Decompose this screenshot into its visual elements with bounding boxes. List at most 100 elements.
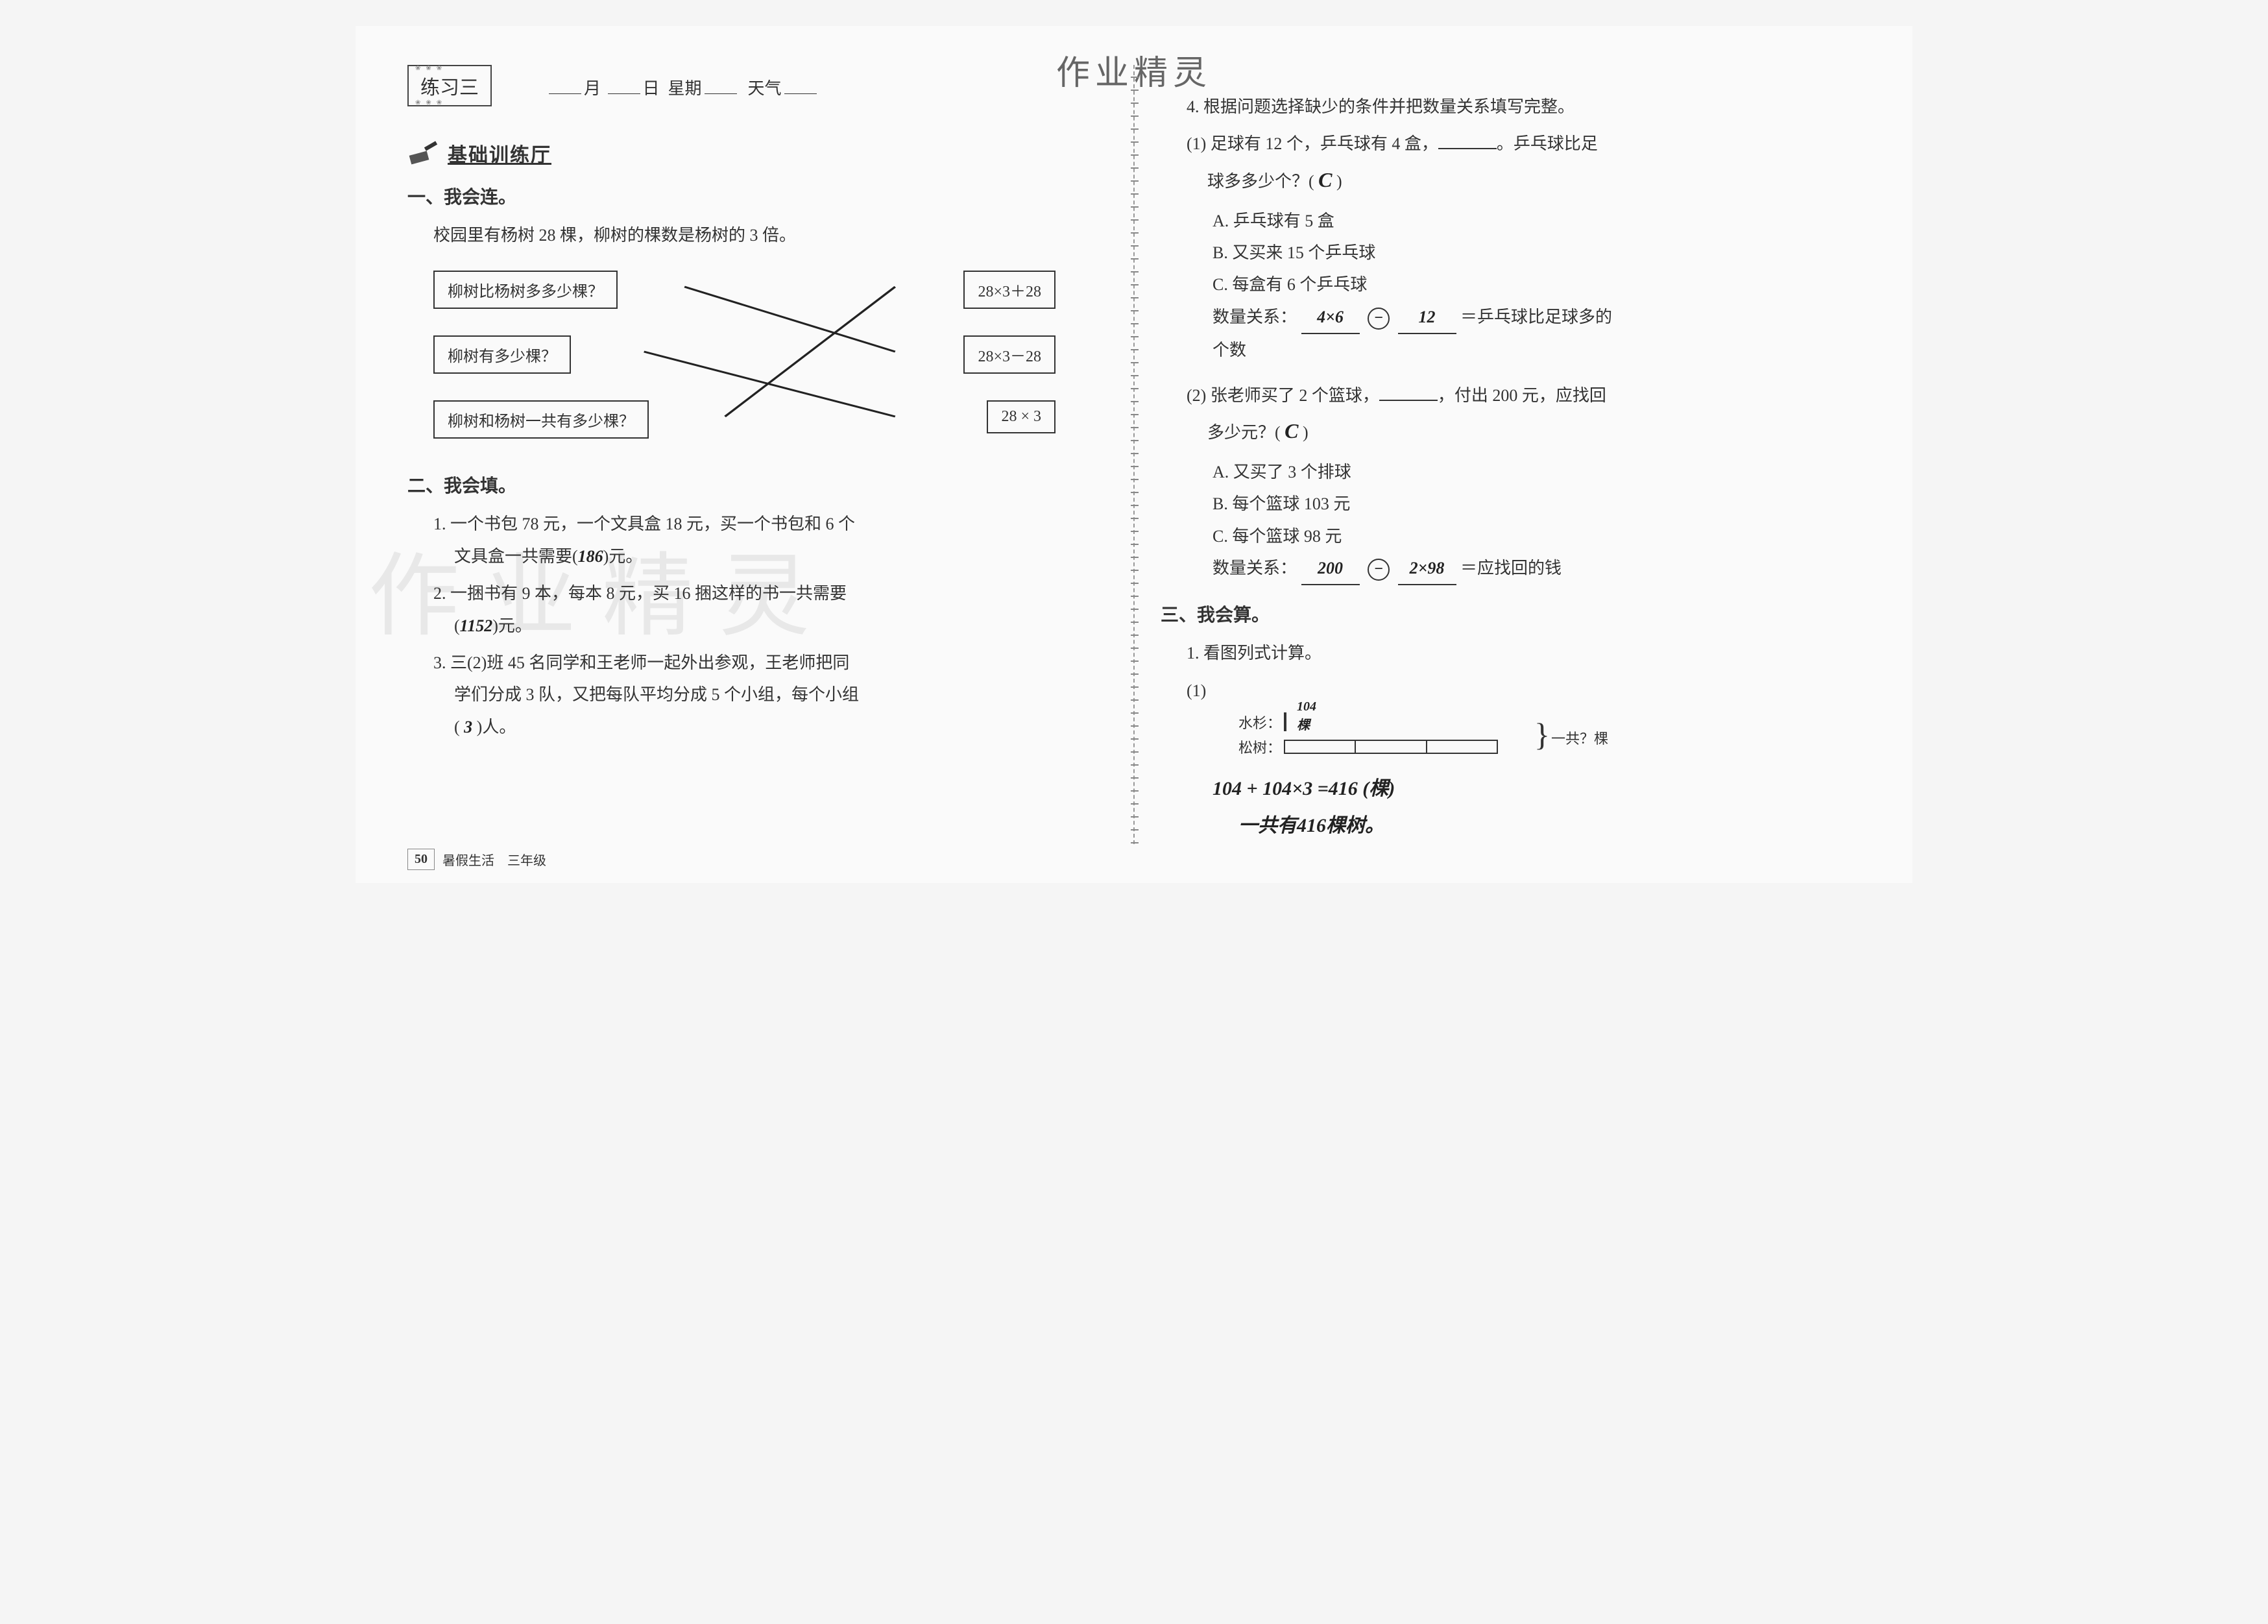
part2-title: 二、我会填。 bbox=[407, 472, 1107, 498]
q4-1-rel-b: 12 bbox=[1398, 301, 1456, 334]
q4-1-rel-label: 数量关系： bbox=[1212, 308, 1297, 326]
bar1 bbox=[1284, 712, 1286, 731]
column-divider bbox=[1133, 65, 1135, 844]
q4-title: 4. 根据问题选择缺少的条件并把数量关系填写完整。 bbox=[1187, 91, 1861, 123]
q2-3d: )人。 bbox=[477, 718, 516, 736]
q4-1-answer: C bbox=[1318, 168, 1332, 191]
part3-item-num: (1) bbox=[1187, 681, 1206, 700]
bar2-seg2 bbox=[1356, 741, 1427, 753]
page-number: 50 bbox=[407, 849, 435, 870]
q4-2-relation: 数量关系： 200 − 2×98 ＝应找回的钱 bbox=[1212, 552, 1861, 585]
exercise-number-box: 练习三 bbox=[407, 65, 492, 106]
q4-2-rel-op: − bbox=[1368, 559, 1390, 581]
match-q1: 柳树比杨树多多少棵？ bbox=[433, 271, 618, 309]
part3-item: (1) bbox=[1187, 675, 1861, 707]
q4-2-answer: C bbox=[1285, 419, 1298, 442]
q2-3c: ( bbox=[454, 718, 460, 736]
q2-3: 3. 三(2)班 45 名同学和王老师一起外出参观，王老师把同 学们分成 3 队… bbox=[433, 647, 1107, 743]
bar-diagram: 水杉： 104棵 松树： } 一共？棵 bbox=[1238, 712, 1563, 757]
bar-row-2: 松树： bbox=[1238, 736, 1563, 757]
bar2-seg1 bbox=[1285, 741, 1356, 753]
match-a2: 28×3－28 bbox=[963, 335, 1056, 374]
match-q2: 柳树有多少棵？ bbox=[433, 335, 571, 374]
date-fields: 月 日 星期 天气 bbox=[546, 75, 819, 99]
q4-2-optC: C. 每个篮球 98 元 bbox=[1212, 520, 1861, 552]
month-blank[interactable] bbox=[549, 79, 581, 94]
q2-1-answer: 186 bbox=[578, 547, 603, 566]
q4-2-rel-tail: ＝应找回的钱 bbox=[1460, 559, 1562, 577]
header-row: 练习三 月 日 星期 天气 bbox=[407, 65, 1107, 119]
bar2-seg3 bbox=[1427, 741, 1497, 753]
left-column: 练习三 月 日 星期 天气 基础训练厅 一、我会连。 校园里有杨树 28 棵，柳… bbox=[407, 65, 1107, 844]
right-column: 4. 根据问题选择缺少的条件并把数量关系填写完整。 (1) 足球有 12 个，乒… bbox=[1161, 65, 1861, 844]
bar2 bbox=[1284, 740, 1498, 754]
match-q3: 柳树和杨树一共有多少棵？ bbox=[433, 400, 649, 439]
q4-1-rel-tail: ＝乒乓球比足球多的 bbox=[1460, 308, 1612, 326]
q2-3b: 学们分成 3 队，又把每队平均分成 5 个小组，每个小组 bbox=[454, 685, 859, 704]
q4-2-blank[interactable] bbox=[1379, 400, 1438, 401]
q2-2b: ( bbox=[454, 616, 460, 635]
q2-1b: 文具盒一共需要( bbox=[454, 547, 578, 566]
weather-blank[interactable] bbox=[784, 79, 817, 94]
section-title: 基础训练厅 bbox=[448, 139, 551, 167]
q2-1: 1. 一个书包 78 元，一个文具盒 18 元，买一个书包和 6 个 文具盒一共… bbox=[433, 508, 1107, 572]
q4-2-rel-label: 数量关系： bbox=[1212, 559, 1297, 577]
q4-1-relation: 数量关系： 4×6 − 12 ＝乒乓球比足球多的 个数 bbox=[1212, 301, 1861, 367]
q2-3-answer: 3 bbox=[464, 718, 472, 736]
q2-2c: )元。 bbox=[492, 616, 532, 635]
q4-1-blank[interactable] bbox=[1438, 148, 1497, 149]
weather-label: 天气 bbox=[748, 79, 782, 98]
month-label: 月 bbox=[584, 79, 601, 98]
part3-work1: 104 + 104×3 =416 (棵) bbox=[1212, 770, 1861, 807]
day-blank[interactable] bbox=[608, 79, 640, 94]
q2-3a: 3. 三(2)班 45 名同学和王老师一起外出参观，王老师把同 bbox=[433, 653, 849, 672]
q2-2: 2. 一捆书有 9 本，每本 8 元，买 16 捆这样的书一共需要 (1152)… bbox=[433, 577, 1107, 642]
q4-1d: ) bbox=[1336, 172, 1342, 191]
q4-1a: (1) 足球有 12 个，乒乓球有 4 盒， bbox=[1187, 134, 1438, 153]
q4-1c: 球多多少个？( bbox=[1207, 172, 1314, 191]
q4-1b: 。乒乓球比足 bbox=[1497, 134, 1598, 153]
q2-1a: 1. 一个书包 78 元，一个文具盒 18 元，买一个书包和 6 个 bbox=[433, 515, 855, 533]
q4-1-optC: C. 每盒有 6 个乒乓球 bbox=[1212, 269, 1861, 300]
part3-sub: 1. 看图列式计算。 bbox=[1187, 637, 1861, 669]
q2-1c: )元。 bbox=[603, 547, 643, 566]
q4-1-stem: (1) 足球有 12 个，乒乓球有 4 盒， 。乒乓球比足 球多多少个？( C ) bbox=[1187, 128, 1861, 199]
part1-intro: 校园里有杨树 28 棵，柳树的棵数是杨树的 3 倍。 bbox=[433, 219, 1107, 251]
brace-icon: } bbox=[1534, 718, 1550, 751]
day-label: 日 bbox=[643, 79, 660, 98]
brace-label: 一共？棵 bbox=[1551, 727, 1608, 748]
q4-1-optA: A. 乒乓球有 5 盒 bbox=[1212, 205, 1861, 237]
weekday-blank[interactable] bbox=[705, 79, 737, 94]
match-a1: 28×3＋28 bbox=[963, 271, 1056, 309]
brush-icon bbox=[407, 140, 440, 166]
q4-2d: ) bbox=[1303, 423, 1309, 442]
bar-row-1: 水杉： 104棵 bbox=[1238, 712, 1563, 733]
q4-2b: ，付出 200 元，应找回 bbox=[1438, 386, 1606, 405]
bar2-label: 松树： bbox=[1238, 736, 1284, 757]
q2-2a: 2. 一捆书有 9 本，每本 8 元，买 16 捆这样的书一共需要 bbox=[433, 584, 847, 603]
weekday-label: 星期 bbox=[668, 79, 702, 98]
q4-2-rel-a: 200 bbox=[1301, 552, 1360, 585]
q2-2-answer: 1152 bbox=[460, 616, 493, 635]
worksheet-page: 作业精灵 作业精灵 练习三 月 日 星期 天气 基础训练厅 一、我会连。 校园里… bbox=[356, 26, 1912, 883]
q4-2-stem: (2) 张老师买了 2 个篮球， ，付出 200 元，应找回 多少元？( C ) bbox=[1187, 380, 1861, 451]
q4-1-rel-a: 4×6 bbox=[1301, 301, 1360, 334]
q4-2-optA: A. 又买了 3 个排球 bbox=[1212, 456, 1861, 488]
part3-title: 三、我会算。 bbox=[1161, 601, 1861, 627]
part3-work2: 一共有416棵树。 bbox=[1238, 807, 1861, 844]
match-a3: 28 × 3 bbox=[987, 400, 1056, 433]
part1-title: 一、我会连。 bbox=[407, 183, 1107, 209]
q4-1-optB: B. 又买来 15 个乒乓球 bbox=[1212, 237, 1861, 269]
q4-1-rel-tail2: 个数 bbox=[1212, 341, 1246, 359]
q4-1-rel-op: − bbox=[1368, 308, 1390, 330]
page-footer: 50 暑假生活 三年级 bbox=[407, 849, 546, 870]
q4-2-rel-b: 2×98 bbox=[1398, 552, 1456, 585]
matching-diagram: 柳树比杨树多多少棵？ 柳树有多少棵？ 柳树和杨树一共有多少棵？ 28×3＋28 … bbox=[433, 271, 1081, 452]
bar1-value: 104棵 bbox=[1297, 699, 1316, 733]
footer-text: 暑假生活 三年级 bbox=[442, 850, 546, 869]
q4-2-optB: B. 每个篮球 103 元 bbox=[1212, 488, 1861, 520]
q4-2a: (2) 张老师买了 2 个篮球， bbox=[1187, 386, 1379, 405]
bar1-label: 水杉： bbox=[1238, 712, 1284, 733]
q4-2c: 多少元？( bbox=[1207, 423, 1281, 442]
section-header: 基础训练厅 bbox=[407, 139, 1107, 167]
